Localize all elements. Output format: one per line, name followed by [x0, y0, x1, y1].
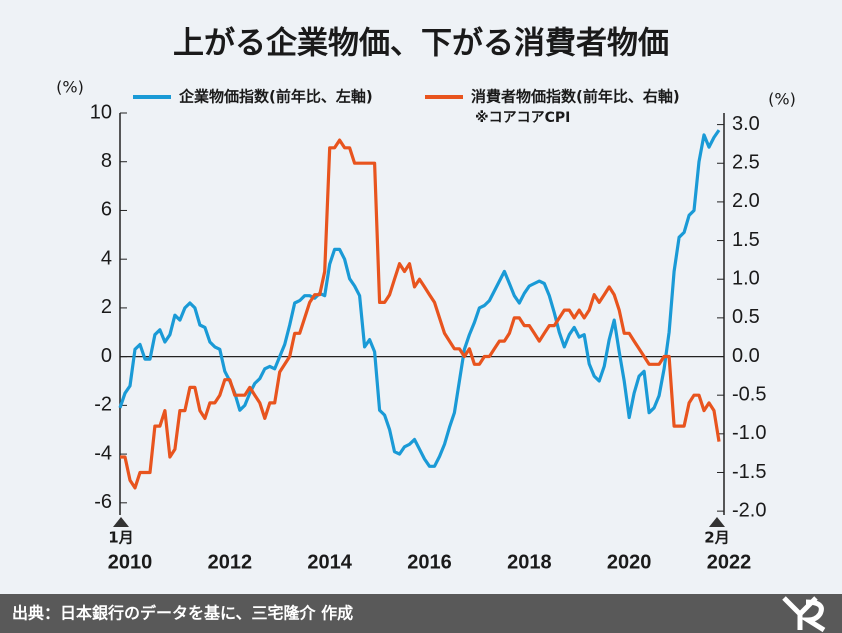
y2-tick-label: 0.5 — [732, 306, 760, 328]
y2-tick-label: 0.0 — [732, 345, 760, 367]
x-tick-label: 2010 — [108, 551, 153, 573]
x-tick-label: 2020 — [607, 551, 652, 573]
y-tick-label: 2 — [101, 296, 112, 318]
y2-tick-label: 1.5 — [732, 229, 760, 251]
series-line — [118, 129, 721, 468]
x-tick-label: 2016 — [407, 551, 452, 573]
x-tick-label: 2014 — [307, 551, 352, 573]
annotation: 2月 — [704, 529, 729, 547]
y-tick-label: -4 — [94, 442, 112, 464]
legend-label: 企業物価指数(前年比、左軸) — [178, 88, 373, 106]
y-tick-label: 0 — [101, 345, 112, 367]
y-tick-label: 6 — [101, 199, 112, 221]
y-axis-label: (%) — [56, 78, 84, 97]
y2-tick-label: 1.0 — [732, 267, 760, 289]
y-tick-label: 4 — [101, 247, 112, 269]
annotation-marker — [113, 517, 129, 527]
y2-tick-label: -0.5 — [732, 383, 766, 405]
y2-tick-label: -2.0 — [732, 499, 766, 521]
legend-label: 消費者物価指数(前年比、右軸) — [471, 88, 680, 106]
source: 出典：日本銀行のデータを基に、三宅隆介 作成 — [12, 604, 353, 623]
series-line — [120, 138, 721, 490]
annotation: 1月 — [108, 529, 133, 547]
y-tick-label: 10 — [90, 101, 112, 123]
y-tick-label: 8 — [101, 150, 112, 172]
footer — [0, 594, 842, 633]
y2-tick-label: 2.0 — [732, 190, 760, 212]
y2-tick-label: 2.5 — [732, 152, 760, 174]
y2-tick-label: -1.0 — [732, 422, 766, 444]
x-tick-label: 2022 — [707, 551, 752, 573]
y2-tick-label: -1.5 — [732, 461, 766, 483]
note: ※コアコアCPI — [475, 110, 570, 126]
y2-tick-label: 3.0 — [732, 113, 760, 135]
logo — [782, 596, 826, 633]
y-tick-label: -6 — [94, 491, 112, 513]
y2-axis-label: (%) — [768, 90, 796, 109]
y-tick-label: -2 — [94, 394, 112, 416]
chart-title: 上がる企業物価、下がる消費者物価 — [173, 26, 669, 62]
annotation-marker — [709, 517, 725, 527]
x-tick-label: 2018 — [507, 551, 552, 573]
x-tick-label: 2012 — [208, 551, 253, 573]
